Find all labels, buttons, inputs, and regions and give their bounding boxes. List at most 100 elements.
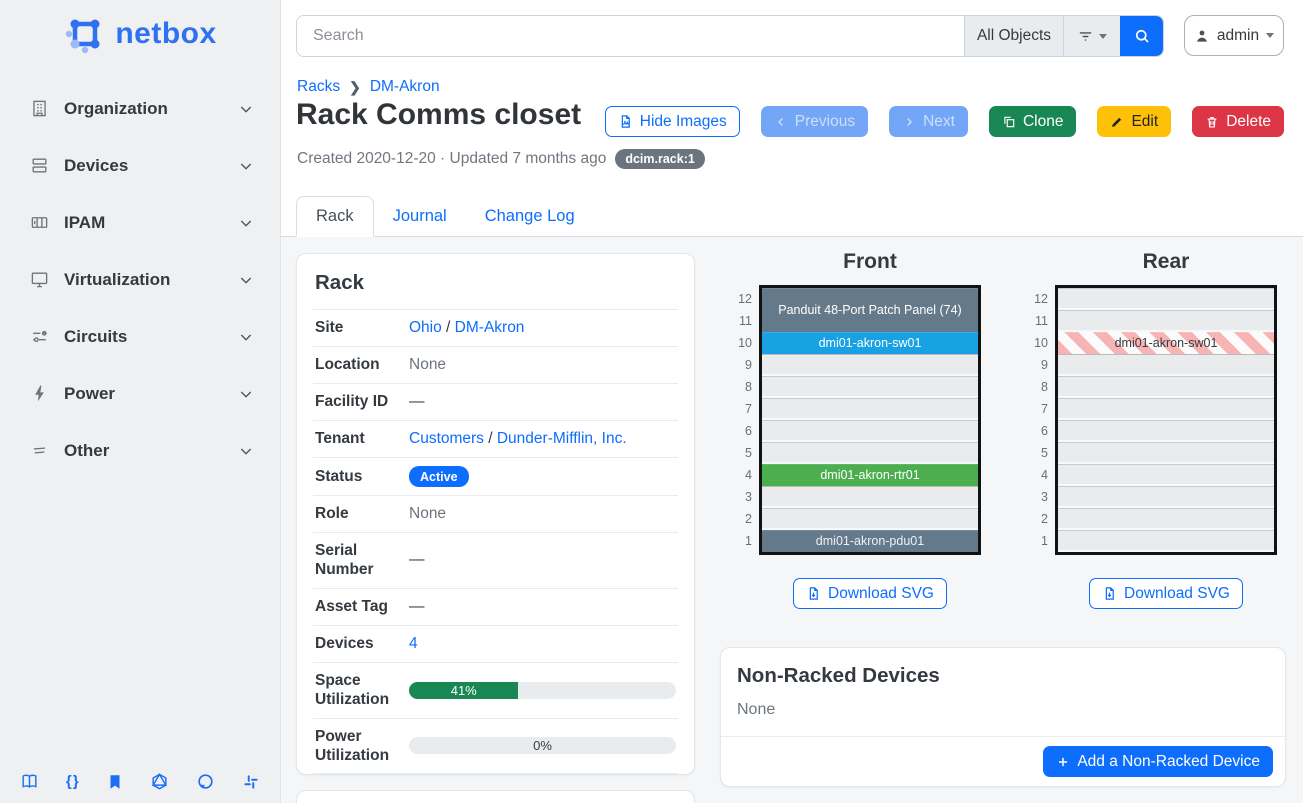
sidebar-item-ipam[interactable]: IPAM [0, 194, 280, 251]
rack-unit-slot[interactable] [762, 376, 978, 398]
next-button[interactable]: Next [889, 106, 968, 137]
sidebar-item-virtualization[interactable]: Virtualization [0, 251, 280, 308]
lines-icon [30, 441, 49, 460]
detail-link[interactable]: Customers [409, 430, 484, 447]
rear-rack: dmi01-akron-sw01 [1055, 285, 1277, 555]
rack-unit-slot[interactable] [762, 442, 978, 464]
rack-unit-slot[interactable] [1058, 376, 1274, 398]
rack-unit-slot[interactable] [762, 508, 978, 530]
unit-number: 9 [745, 358, 752, 372]
rack-unit-slot[interactable] [1058, 310, 1274, 332]
bookmark-icon[interactable] [106, 772, 124, 791]
rack-unit-slot[interactable] [1058, 442, 1274, 464]
sidebar-item-label: Devices [64, 155, 129, 175]
detail-row: Status Active [313, 458, 678, 496]
sidebar-item-label: Virtualization [64, 269, 171, 289]
code-braces-icon[interactable]: { } [65, 773, 79, 790]
unit-number: 8 [1041, 380, 1048, 394]
rack-unit-slot[interactable] [1058, 420, 1274, 442]
breadcrumb-link-site[interactable]: DM-Akron [369, 78, 440, 95]
add-non-racked-device-button[interactable]: Add a Non-Racked Device [1043, 746, 1273, 777]
rack-unit-slot[interactable] [1058, 288, 1274, 310]
search-submit-button[interactable] [1120, 16, 1163, 56]
chevron-down-icon [238, 443, 254, 459]
rack-device[interactable]: Panduit 48-Port Patch Panel (74) [762, 288, 978, 332]
rack-unit-slot[interactable] [1058, 398, 1274, 420]
search-input[interactable] [297, 16, 964, 56]
unit-number: 1 [1041, 534, 1048, 548]
breadcrumb-link-racks[interactable]: Racks [297, 78, 341, 95]
rack-unit-slot[interactable] [1058, 530, 1274, 552]
field-value: 4 [409, 635, 676, 653]
user-menu-button[interactable]: admin [1184, 15, 1284, 56]
rack-unit-slot[interactable] [762, 398, 978, 420]
field-label: Tenant [315, 430, 365, 448]
detail-row: Devices 4 [313, 626, 678, 663]
chevron-right-icon: ❯ [349, 78, 361, 95]
rack-unit-slot[interactable] [1058, 464, 1274, 486]
github-icon[interactable] [196, 772, 215, 791]
detail-row: Facility ID — [313, 384, 678, 421]
rear-download-svg-button[interactable]: Download SVG [1089, 578, 1243, 609]
sidebar-item-other[interactable]: Other [0, 422, 280, 479]
progress-bar: 0% [409, 737, 676, 755]
rack-unit-slot[interactable] [762, 354, 978, 376]
sidebar-footer: { } [0, 772, 280, 791]
field-label: Status [315, 467, 363, 485]
detail-link[interactable]: 4 [409, 634, 418, 652]
field-value: Ohio / DM-Akron [409, 319, 525, 336]
field-value: Customers / Dunder-Mifflin, Inc. [409, 430, 627, 447]
graphql-icon[interactable] [150, 772, 169, 791]
sidebar-item-organization[interactable]: Organization [0, 80, 280, 137]
previous-button[interactable]: Previous [760, 106, 869, 137]
sidebar-item-devices[interactable]: Devices [0, 137, 280, 194]
rack-device[interactable]: dmi01-akron-pdu01 [762, 530, 978, 552]
sidebar-item-label: Organization [64, 98, 168, 118]
rack-unit-slot[interactable] [1058, 508, 1274, 530]
rear-unit-numbers: 12 11 10 9 8 7 6 5 4 3 2 1 [1021, 288, 1048, 552]
unit-number: 4 [745, 468, 752, 482]
global-search: All Objects [296, 15, 1164, 57]
book-icon[interactable] [20, 772, 39, 791]
hide-images-button[interactable]: Hide Images [604, 106, 740, 137]
detail-row: Asset Tag — [313, 589, 678, 626]
rack-unit-slot[interactable] [1058, 354, 1274, 376]
detail-row: Serial Number — [313, 533, 678, 589]
search-scope-button[interactable]: All Objects [964, 16, 1063, 56]
non-racked-title: Non-Racked Devices [737, 664, 940, 687]
rack-unit-slot[interactable] [762, 486, 978, 508]
front-download-svg-button[interactable]: Download SVG [793, 578, 947, 609]
trash-icon [1205, 115, 1219, 129]
tab-journal[interactable]: Journal [392, 207, 447, 225]
rack-device[interactable]: dmi01-akron-sw01 [762, 332, 978, 354]
detail-link[interactable]: Dunder-Mifflin, Inc. [496, 430, 627, 447]
field-value: — [409, 551, 425, 569]
non-racked-devices-card: Non-Racked Devices None Add a Non-Racked… [720, 647, 1286, 787]
detail-row: Tenant Customers / Dunder-Mifflin, Inc. [313, 421, 678, 458]
tab-rack[interactable]: Rack [296, 196, 374, 237]
rear-elevation: Rear 12 11 10 9 8 7 6 5 4 3 2 1 dmi01-akron-sw01 Do… [1021, 250, 1277, 609]
netbox-logo-text: netbox [115, 17, 217, 50]
object-id-badge: dcim.rack:1 [615, 149, 705, 169]
delete-button[interactable]: Delete [1192, 106, 1284, 137]
edit-button[interactable]: Edit [1097, 106, 1172, 137]
detail-link[interactable]: Ohio [409, 319, 442, 336]
unit-number: 8 [745, 380, 752, 394]
rack-unit-slot[interactable] [1058, 486, 1274, 508]
netbox-logo[interactable]: netbox [0, 0, 280, 62]
rack-device[interactable]: dmi01-akron-rtr01 [762, 464, 978, 486]
tab-change-log[interactable]: Change Log [484, 207, 575, 225]
search-filter-button[interactable] [1063, 16, 1120, 56]
sidebar-item-circuits[interactable]: Circuits [0, 308, 280, 365]
status-badge[interactable]: Active [409, 466, 469, 487]
rack-device[interactable]: dmi01-akron-sw01 [1058, 332, 1274, 354]
slack-icon[interactable] [242, 772, 260, 791]
sidebar-item-label: Power [64, 383, 116, 403]
rear-title: Rear [1142, 250, 1190, 273]
sidebar-item-label: IPAM [64, 212, 106, 232]
filter-icon [1077, 28, 1094, 45]
rack-unit-slot[interactable] [762, 420, 978, 442]
detail-link[interactable]: DM-Akron [454, 319, 525, 336]
sidebar-item-power[interactable]: Power [0, 365, 280, 422]
clone-button[interactable]: Clone [988, 106, 1077, 137]
